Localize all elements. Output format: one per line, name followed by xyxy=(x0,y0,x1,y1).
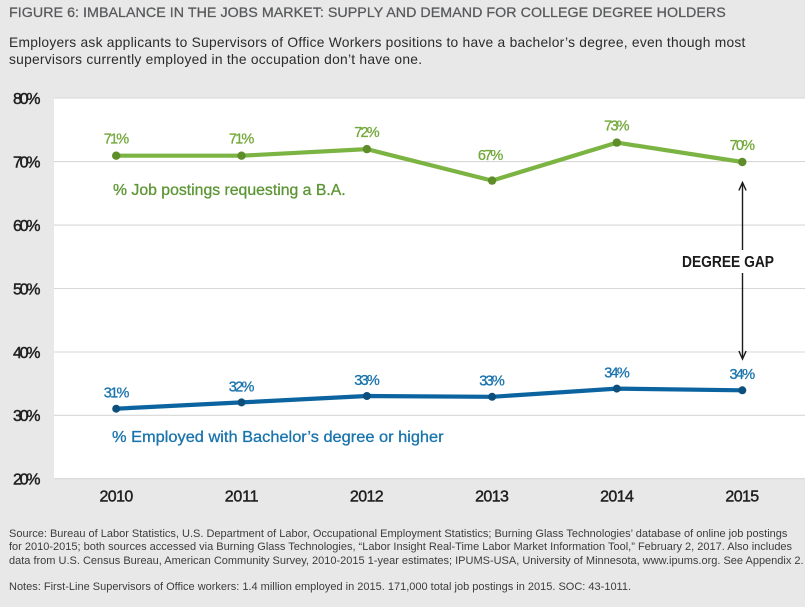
svg-text:% Employed with Bachelor’s deg: % Employed with Bachelor’s degree or hig… xyxy=(112,429,444,446)
svg-text:30%: 30% xyxy=(13,408,41,425)
svg-text:71%: 71% xyxy=(229,131,254,147)
svg-text:40%: 40% xyxy=(13,345,41,362)
svg-text:2011: 2011 xyxy=(225,488,259,505)
svg-text:2015: 2015 xyxy=(725,488,759,505)
svg-text:34%: 34% xyxy=(604,366,630,382)
svg-text:73%: 73% xyxy=(604,118,629,134)
svg-text:32%: 32% xyxy=(229,379,255,395)
svg-text:60%: 60% xyxy=(13,218,41,235)
svg-text:80%: 80% xyxy=(13,91,41,108)
svg-text:50%: 50% xyxy=(13,281,41,298)
svg-text:33%: 33% xyxy=(479,374,505,390)
svg-text:% Job postings requesting a B.: % Job postings requesting a B.A. xyxy=(113,182,346,199)
svg-text:DEGREE GAP: DEGREE GAP xyxy=(682,254,774,271)
svg-text:34%: 34% xyxy=(730,367,756,383)
svg-text:67%: 67% xyxy=(478,148,503,164)
svg-text:2010: 2010 xyxy=(100,488,134,505)
svg-text:2014: 2014 xyxy=(600,488,634,505)
svg-text:70%: 70% xyxy=(730,138,755,154)
svg-text:33%: 33% xyxy=(354,373,380,389)
svg-text:20%: 20% xyxy=(13,472,41,489)
svg-text:72%: 72% xyxy=(354,125,379,141)
svg-text:2013: 2013 xyxy=(475,488,509,505)
svg-text:70%: 70% xyxy=(13,155,41,172)
svg-text:2012: 2012 xyxy=(350,488,384,505)
svg-text:71%: 71% xyxy=(104,131,129,147)
svg-text:31%: 31% xyxy=(104,386,130,402)
